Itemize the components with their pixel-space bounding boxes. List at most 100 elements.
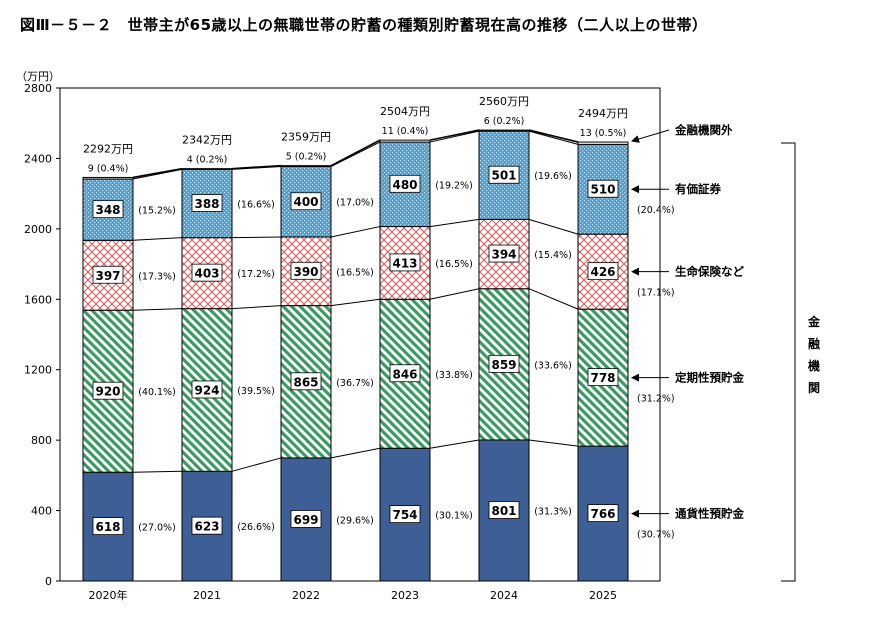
bracket-label-bg xyxy=(805,356,823,376)
share-label: (39.5%) xyxy=(237,386,275,397)
connector-line xyxy=(429,129,480,141)
value-box xyxy=(290,510,322,528)
share-label: (15.2%) xyxy=(138,206,176,217)
total-label: 2560万円 xyxy=(479,95,529,108)
value-label: 403 xyxy=(194,267,219,281)
value-box xyxy=(290,192,322,211)
value-box xyxy=(488,354,520,373)
share-label: (16.6%) xyxy=(237,200,275,211)
other-value-label: 13 (0.5%) xyxy=(580,128,627,139)
value-label: 426 xyxy=(590,265,615,279)
total-label: 2342万円 xyxy=(182,134,232,147)
segment-other xyxy=(181,168,233,170)
connector-line xyxy=(330,447,381,459)
connector-line xyxy=(429,130,480,143)
share-label: (29.6%) xyxy=(336,515,374,526)
x-category-label: 2021 xyxy=(193,589,221,602)
connector-line xyxy=(231,164,282,170)
value-label: 778 xyxy=(590,371,615,385)
value-box xyxy=(587,504,619,522)
bracket-label-char: 融 xyxy=(808,336,820,351)
y-tick-label: 1200 xyxy=(24,364,52,377)
value-label: 754 xyxy=(392,508,417,522)
value-label: 766 xyxy=(590,507,615,521)
series-name-label: 通貨性預貯金 xyxy=(675,507,744,521)
share-label: (16.5%) xyxy=(435,259,473,270)
x-category-label: 2020年 xyxy=(89,588,128,602)
value-label: 397 xyxy=(95,269,120,283)
value-box xyxy=(587,262,619,281)
value-label: 924 xyxy=(194,383,219,397)
connector-line xyxy=(132,470,183,473)
segment-other xyxy=(280,165,332,168)
y-tick-label: 0 xyxy=(45,575,52,588)
share-label: (19.2%) xyxy=(435,180,473,191)
share-label: (36.7%) xyxy=(336,378,374,389)
connector-line xyxy=(429,288,480,300)
value-box xyxy=(92,381,124,400)
connector-line xyxy=(231,236,282,239)
series-name-label: 生命保険など xyxy=(675,265,744,279)
bracket-label-bg xyxy=(805,312,823,332)
segment-other xyxy=(478,129,530,132)
value-box xyxy=(389,505,421,524)
y-tick-label: 400 xyxy=(31,505,52,518)
other-value-label: 11 (0.4%) xyxy=(382,126,429,137)
plot-frame xyxy=(59,87,661,582)
value-box xyxy=(389,174,421,193)
value-box xyxy=(587,179,619,198)
value-box xyxy=(587,368,619,387)
connector-line xyxy=(231,305,282,310)
segment-other xyxy=(577,141,629,145)
value-box xyxy=(92,200,124,219)
y-tick-label: 2400 xyxy=(24,152,52,165)
other-value-label: 6 (0.2%) xyxy=(484,116,525,127)
share-label: (30.1%) xyxy=(435,511,473,522)
value-label: 501 xyxy=(491,169,516,183)
connector-line xyxy=(528,129,579,143)
other-value-label: 5 (0.2%) xyxy=(286,152,327,163)
share-label: (17.1%) xyxy=(637,288,675,299)
value-box xyxy=(488,501,520,519)
y-tick-label: 800 xyxy=(31,434,52,447)
connector-line xyxy=(132,308,183,311)
bracket-label-bg xyxy=(805,378,823,398)
y-tick-label: 1600 xyxy=(24,293,52,306)
value-box xyxy=(191,194,223,212)
y-unit-label: （万円） xyxy=(16,70,60,83)
x-category-label: 2023 xyxy=(391,589,419,602)
other-value-label: 4 (0.2%) xyxy=(187,155,228,166)
bracket-line xyxy=(781,142,796,582)
value-label: 413 xyxy=(392,256,417,270)
connector-line xyxy=(330,139,381,167)
y-tick-label: 2800 xyxy=(24,82,52,95)
other-value-label: 9 (0.4%) xyxy=(88,163,129,174)
series-name-label: 有価証券 xyxy=(675,182,721,196)
connector-line xyxy=(330,226,381,238)
x-category-label: 2022 xyxy=(292,589,320,602)
connector-line xyxy=(132,168,183,180)
value-label: 510 xyxy=(590,183,615,197)
value-box xyxy=(92,265,124,284)
segment-other xyxy=(82,176,134,180)
bracket-label-char: 金 xyxy=(807,314,821,329)
bracket-label-char: 関 xyxy=(808,381,820,395)
connector-line xyxy=(429,218,480,228)
y-tick-label: 2000 xyxy=(24,223,52,236)
value-label: 865 xyxy=(293,375,318,389)
value-label: 801 xyxy=(491,504,516,518)
total-label: 2494万円 xyxy=(578,107,628,120)
value-label: 699 xyxy=(293,513,318,527)
x-category-label: 2024 xyxy=(490,589,518,602)
connector-line xyxy=(528,439,579,447)
value-box xyxy=(290,372,322,391)
share-label: (19.6%) xyxy=(534,171,572,182)
share-label: (33.8%) xyxy=(435,370,473,381)
value-box xyxy=(191,516,223,535)
value-label: 859 xyxy=(491,358,516,372)
series-name-label: 金融機関外 xyxy=(674,123,733,137)
connector-line xyxy=(132,237,183,241)
share-label: (31.3%) xyxy=(534,506,572,517)
